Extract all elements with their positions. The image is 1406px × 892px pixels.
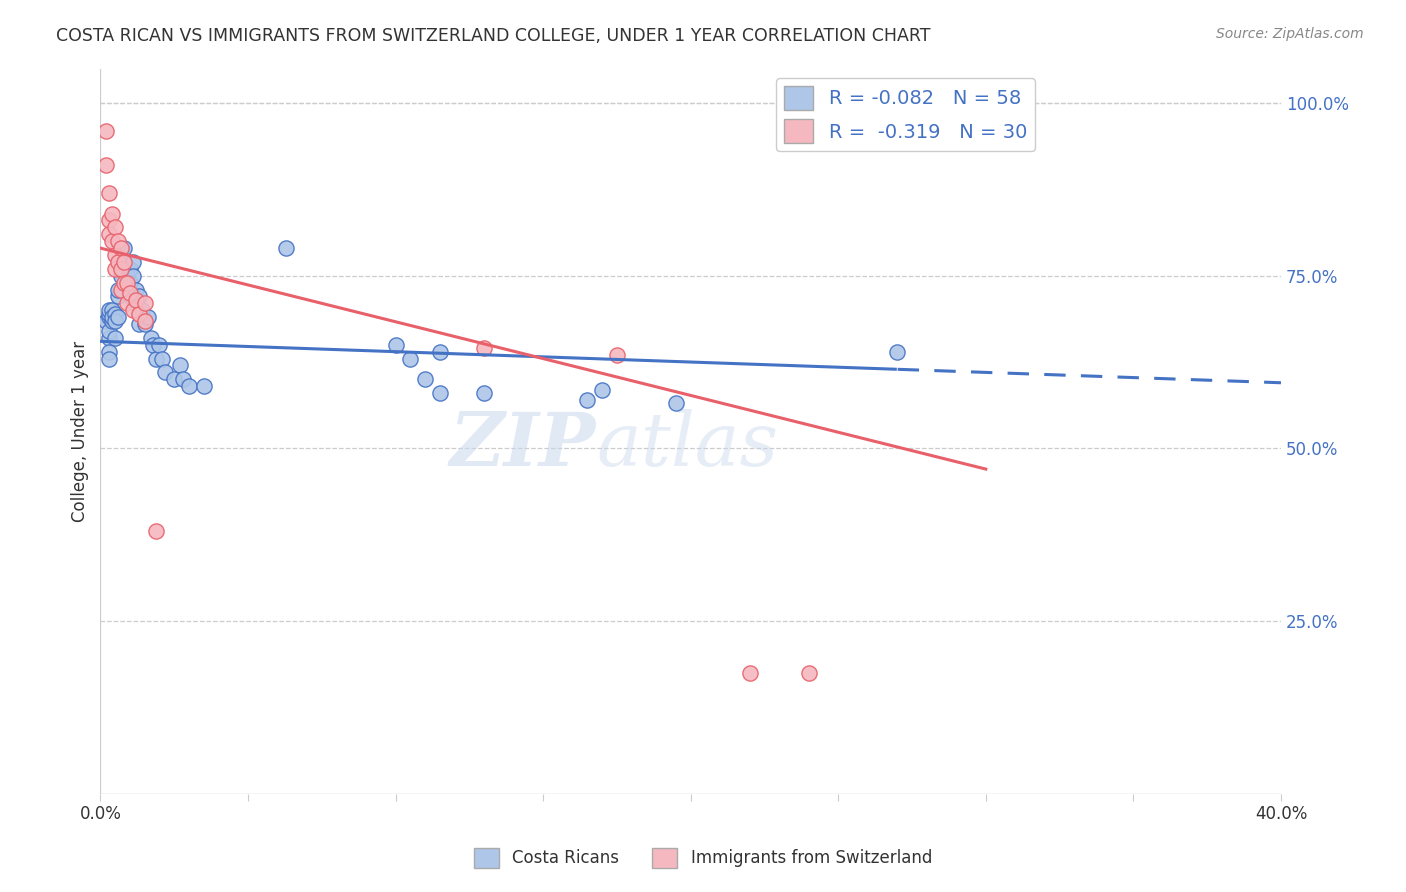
Point bbox=[104, 248, 127, 262]
Point bbox=[121, 255, 143, 269]
Point bbox=[98, 331, 121, 345]
Point bbox=[591, 383, 613, 397]
Point bbox=[96, 158, 118, 172]
Point bbox=[886, 344, 908, 359]
Point bbox=[98, 310, 121, 325]
Point bbox=[98, 213, 121, 227]
Point bbox=[121, 303, 143, 318]
Legend: R = -0.082   N = 58, R =  -0.319   N = 30: R = -0.082 N = 58, R = -0.319 N = 30 bbox=[776, 78, 1035, 151]
Point bbox=[118, 261, 141, 276]
Point bbox=[104, 220, 127, 235]
Point bbox=[145, 524, 167, 539]
Point bbox=[98, 227, 121, 242]
Point bbox=[98, 186, 121, 200]
Point bbox=[128, 317, 150, 331]
Point bbox=[472, 386, 495, 401]
Point bbox=[128, 307, 150, 321]
Text: atlas: atlas bbox=[596, 409, 779, 482]
Point bbox=[576, 392, 599, 407]
Point bbox=[98, 303, 121, 318]
Point bbox=[110, 261, 132, 276]
Point bbox=[115, 276, 138, 290]
Point bbox=[399, 351, 422, 366]
Point bbox=[429, 344, 451, 359]
Point bbox=[107, 255, 129, 269]
Point bbox=[125, 296, 148, 310]
Point bbox=[96, 123, 118, 137]
Point bbox=[104, 331, 127, 345]
Point bbox=[134, 296, 156, 310]
Point bbox=[107, 234, 129, 248]
Point bbox=[96, 313, 118, 327]
Point bbox=[665, 396, 688, 410]
Point bbox=[115, 268, 138, 283]
Point bbox=[118, 276, 141, 290]
Point bbox=[413, 372, 436, 386]
Point bbox=[134, 313, 156, 327]
Point bbox=[112, 241, 135, 255]
Point bbox=[107, 283, 129, 297]
Point bbox=[118, 285, 141, 300]
Point bbox=[101, 206, 124, 220]
Point bbox=[148, 338, 170, 352]
Point bbox=[172, 372, 194, 386]
Point bbox=[139, 331, 162, 345]
Point bbox=[101, 313, 124, 327]
Point bbox=[121, 268, 143, 283]
Point bbox=[110, 241, 132, 255]
Point bbox=[104, 313, 127, 327]
Legend: Costa Ricans, Immigrants from Switzerland: Costa Ricans, Immigrants from Switzerlan… bbox=[467, 841, 939, 875]
Point bbox=[110, 283, 132, 297]
Point bbox=[110, 241, 132, 255]
Point bbox=[112, 276, 135, 290]
Point bbox=[145, 351, 167, 366]
Point bbox=[472, 341, 495, 355]
Point bbox=[155, 365, 177, 379]
Point bbox=[276, 241, 298, 255]
Point bbox=[101, 303, 124, 318]
Point bbox=[429, 386, 451, 401]
Text: Source: ZipAtlas.com: Source: ZipAtlas.com bbox=[1216, 27, 1364, 41]
Point bbox=[169, 359, 191, 373]
Point bbox=[115, 261, 138, 276]
Point bbox=[107, 310, 129, 325]
Text: ZIP: ZIP bbox=[450, 409, 596, 482]
Point bbox=[107, 289, 129, 303]
Point bbox=[177, 379, 200, 393]
Point bbox=[142, 338, 165, 352]
Point bbox=[125, 283, 148, 297]
Point bbox=[134, 317, 156, 331]
Point bbox=[104, 261, 127, 276]
Point bbox=[98, 351, 121, 366]
Point bbox=[101, 234, 124, 248]
Point bbox=[118, 289, 141, 303]
Point bbox=[98, 324, 121, 338]
Point bbox=[125, 293, 148, 307]
Point bbox=[98, 307, 121, 321]
Point bbox=[150, 351, 173, 366]
Point bbox=[193, 379, 215, 393]
Point bbox=[115, 296, 138, 310]
Point bbox=[110, 268, 132, 283]
Point bbox=[163, 372, 186, 386]
Text: COSTA RICAN VS IMMIGRANTS FROM SWITZERLAND COLLEGE, UNDER 1 YEAR CORRELATION CHA: COSTA RICAN VS IMMIGRANTS FROM SWITZERLA… bbox=[56, 27, 931, 45]
Y-axis label: College, Under 1 year: College, Under 1 year bbox=[72, 341, 89, 522]
Point bbox=[98, 344, 121, 359]
Point bbox=[110, 261, 132, 276]
Point bbox=[384, 338, 406, 352]
Point bbox=[112, 255, 135, 269]
Point bbox=[131, 303, 153, 318]
Point bbox=[128, 289, 150, 303]
Point bbox=[136, 310, 159, 325]
Point bbox=[101, 310, 124, 325]
Point bbox=[104, 307, 127, 321]
Point bbox=[606, 348, 628, 362]
Point bbox=[738, 665, 761, 680]
Point bbox=[797, 665, 820, 680]
Point bbox=[112, 255, 135, 269]
